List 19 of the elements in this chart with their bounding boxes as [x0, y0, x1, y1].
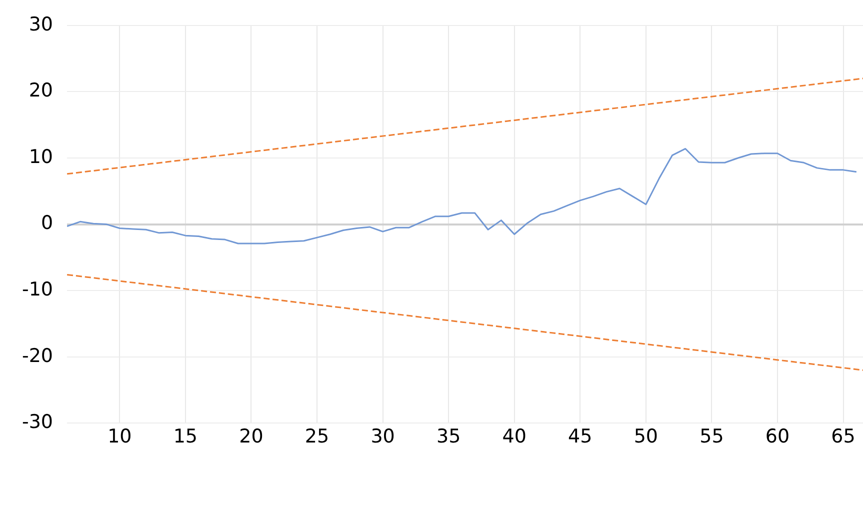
y-tick-label: -20 [22, 344, 54, 367]
y-tick-label: 30 [28, 13, 54, 36]
x-tick-label: 45 [568, 426, 592, 448]
x-tick-label: 50 [634, 426, 658, 448]
y-tick-label: 0 [40, 212, 54, 234]
x-tick-label: 30 [370, 426, 395, 448]
x-tick-label: 60 [765, 426, 790, 448]
x-tick-label: 20 [239, 426, 264, 448]
x-tick-label: 55 [700, 426, 724, 448]
x-tick-label: 25 [304, 426, 330, 448]
x-tick-label: 40 [502, 426, 526, 448]
y-tick-label: 10 [28, 146, 54, 168]
y-tick-label: -30 [22, 411, 54, 434]
x-tick-label: 15 [173, 426, 198, 448]
x-tick-label: 10 [108, 426, 132, 448]
x-tick-label: 65 [831, 426, 856, 448]
y-tick-label: 20 [28, 80, 54, 102]
x-tick-label: 35 [436, 426, 461, 448]
y-tick-label: -10 [22, 278, 54, 301]
